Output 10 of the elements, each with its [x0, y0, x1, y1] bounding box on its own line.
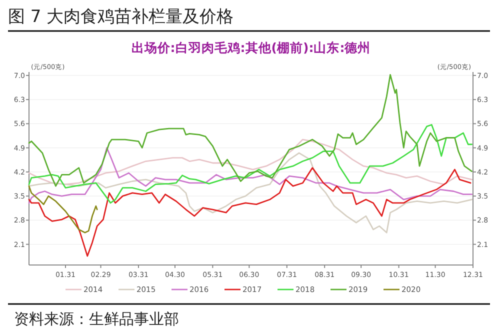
- chart-title: 图 7 大肉食鸡苗补栏量及价格: [8, 7, 234, 27]
- line-series: [28, 167, 472, 257]
- chart-subtitle: 出场价:白羽肉毛鸡:其他(棚前):山东:德州: [131, 40, 371, 55]
- line-series: [28, 185, 98, 234]
- line-series: [28, 74, 472, 187]
- line-series: [28, 147, 472, 204]
- text: 资料来源：生鲜品事业部: [14, 310, 179, 328]
- line-series: [28, 152, 472, 234]
- line-series: [28, 124, 472, 204]
- line-series: [28, 138, 472, 186]
